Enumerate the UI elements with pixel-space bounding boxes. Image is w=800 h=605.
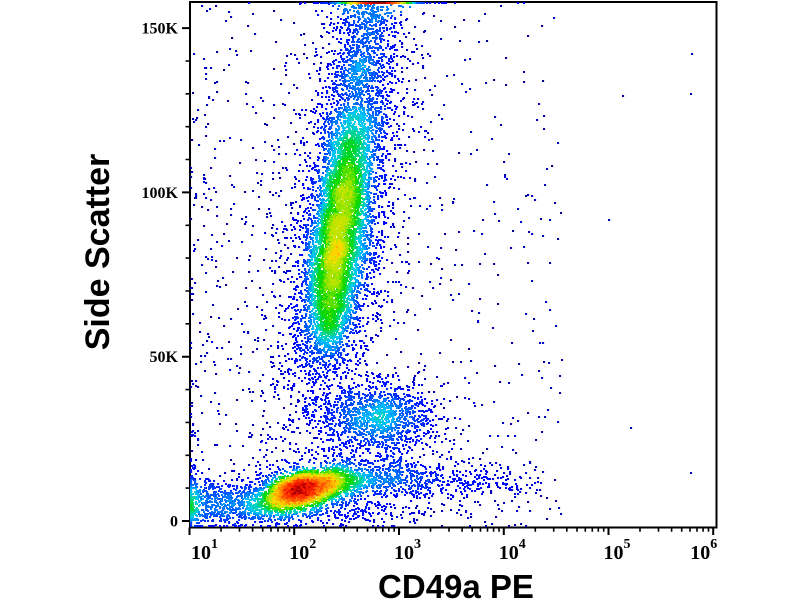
svg-text:100K: 100K xyxy=(142,185,179,202)
svg-text:CD49a PE: CD49a PE xyxy=(378,568,534,600)
svg-text:102: 102 xyxy=(289,537,316,564)
svg-text:0: 0 xyxy=(170,514,178,531)
svg-text:50K: 50K xyxy=(150,349,179,366)
svg-text:150K: 150K xyxy=(142,21,179,38)
svg-text:104: 104 xyxy=(499,537,526,564)
svg-text:Side Scatter: Side Scatter xyxy=(79,154,117,351)
